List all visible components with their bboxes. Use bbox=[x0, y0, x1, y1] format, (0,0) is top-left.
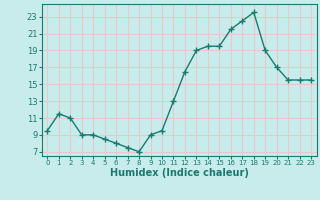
X-axis label: Humidex (Indice chaleur): Humidex (Indice chaleur) bbox=[110, 168, 249, 178]
